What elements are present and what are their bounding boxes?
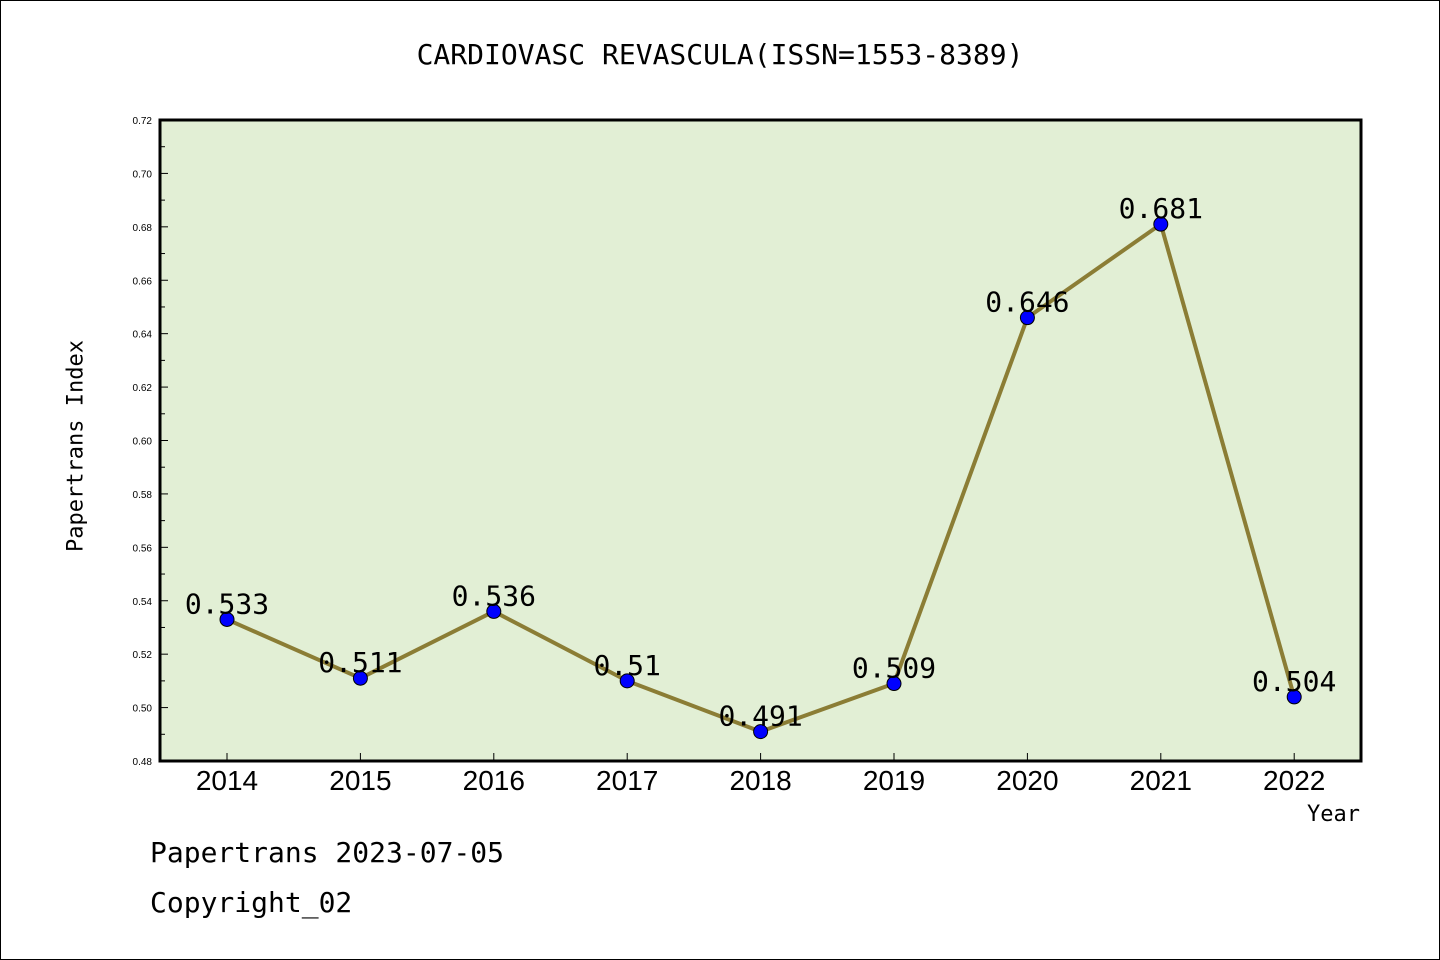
data-label: 0.511: [318, 646, 402, 679]
footer-date: Papertrans 2023-07-05: [150, 836, 505, 869]
data-label: 0.681: [1119, 192, 1203, 225]
y-tick-label: 0.72: [133, 116, 153, 127]
data-point: [1286, 689, 1302, 705]
y-axis: 0.48 0.50 0.52 0.54 0.56 0.58 0.60 0.62 0.64 0.66…: [133, 116, 168, 768]
x-tick-label: 2015: [329, 765, 391, 796]
data-labels: 0.533 0.511 0.536 0.51 0.491 0.509 0.646 0.681 0…: [185, 192, 1336, 732]
y-tick-label: 0.56: [133, 543, 153, 554]
data-label: 0.491: [718, 700, 802, 733]
data-point: [753, 724, 769, 740]
y-tick-label: 0.60: [133, 437, 153, 448]
y-tick-label: 0.62: [133, 383, 153, 394]
x-tick-label: 2020: [996, 765, 1058, 796]
data-label: 0.646: [985, 286, 1069, 319]
y-tick-label: 0.58: [133, 490, 153, 501]
y-tick-label: 0.66: [133, 276, 153, 287]
y-tick-label: 0.50: [133, 704, 153, 715]
data-label: 0.504: [1252, 665, 1336, 698]
data-label: 0.533: [185, 587, 269, 620]
y-tick-label: 0.54: [133, 597, 153, 608]
data-point: [1153, 216, 1169, 232]
data-point: [619, 673, 635, 689]
data-label: 0.509: [852, 652, 936, 685]
y-tick-label: 0.48: [133, 757, 153, 768]
x-tick-label: 2022: [1263, 765, 1325, 796]
y-tick-label: 0.68: [133, 223, 153, 234]
x-tick-label: 2017: [596, 765, 658, 796]
data-point: [1019, 310, 1035, 326]
x-tick-label: 2016: [463, 765, 525, 796]
x-tick-label: 2019: [863, 765, 925, 796]
x-tick-label: 2021: [1130, 765, 1192, 796]
data-label: 0.536: [452, 579, 536, 612]
x-axis: 2014 2015 2016 2017 2018 2019 2020 2021 2022: [196, 753, 1325, 796]
data-label: 0.51: [593, 649, 660, 682]
chart-title: CARDIOVASC REVASCULA(ISSN=1553-8389): [416, 38, 1024, 71]
y-tick-label: 0.64: [133, 330, 153, 341]
data-point: [886, 676, 902, 692]
y-tick-label: 0.52: [133, 650, 153, 661]
data-point: [219, 611, 235, 627]
y-axis-label: Papertrans Index: [63, 340, 89, 552]
y-tick-label: 0.70: [133, 169, 153, 180]
x-tick-label: 2018: [729, 765, 791, 796]
footer-copyright: Copyright_02: [150, 886, 353, 919]
data-point: [352, 670, 368, 686]
x-tick-label: 2014: [196, 765, 258, 796]
data-point: [486, 603, 502, 619]
x-axis-label: Year: [1307, 802, 1360, 827]
plot-border: [158, 118, 1363, 763]
data-points: [219, 216, 1302, 740]
